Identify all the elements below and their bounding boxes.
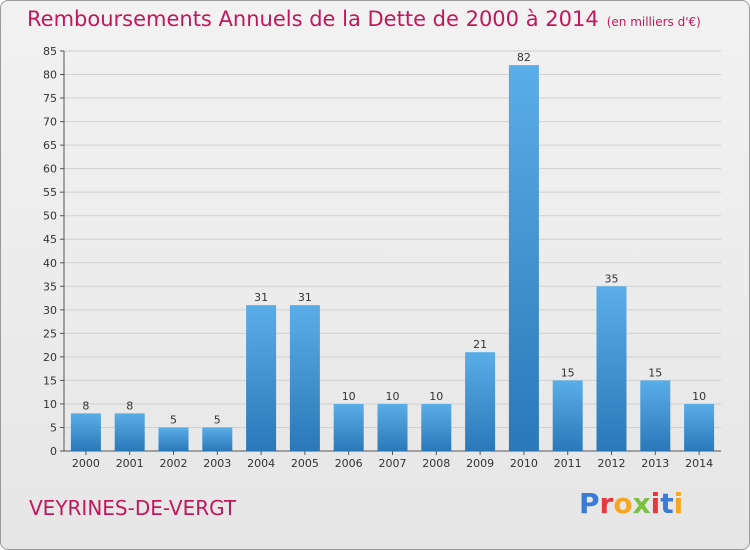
y-tick-label: 45 (43, 233, 57, 246)
y-tick-label: 15 (43, 374, 57, 387)
x-tick-label-2011: 2011 (554, 457, 582, 470)
x-tick-label-2005: 2005 (291, 457, 319, 470)
x-tick-label-2010: 2010 (510, 457, 538, 470)
y-tick-label: 65 (43, 139, 57, 152)
bar-value-label-2009: 21 (473, 338, 487, 351)
chart-title-text: Remboursements Annuels de la Dette de 20… (27, 7, 599, 31)
x-tick-label-2014: 2014 (685, 457, 713, 470)
brand-letter: i (650, 487, 661, 520)
bar-2001 (114, 413, 145, 451)
y-tick-label: 75 (43, 92, 57, 105)
bar-2005 (289, 305, 320, 451)
bar-2012 (596, 286, 627, 451)
brand-letter: P (579, 487, 600, 520)
x-tick-label-2003: 2003 (203, 457, 231, 470)
y-tick-label: 55 (43, 186, 57, 199)
bar-2011 (552, 380, 583, 451)
y-tick-label: 85 (43, 45, 57, 58)
x-tick-label-2002: 2002 (160, 457, 188, 470)
y-tick-label: 50 (43, 210, 57, 223)
y-tick-label: 35 (43, 280, 57, 293)
x-tick-label-2013: 2013 (641, 457, 669, 470)
bar-value-label-2003: 5 (214, 413, 221, 426)
bar-value-label-2011: 15 (561, 366, 575, 379)
bar-2013 (640, 380, 671, 451)
y-tick-label: 70 (43, 116, 57, 129)
commune-name: VEYRINES-DE-VERGT (29, 496, 237, 520)
bar-value-label-2005: 31 (298, 291, 312, 304)
bar-value-label-2001: 8 (126, 399, 133, 412)
bar-2006 (333, 403, 364, 451)
bar-2000 (70, 413, 101, 451)
bar-value-label-2002: 5 (170, 413, 177, 426)
brand-letter: i (673, 487, 684, 520)
x-tick-label-2012: 2012 (598, 457, 626, 470)
x-tick-label-2007: 2007 (379, 457, 407, 470)
bar-value-label-2014: 10 (692, 390, 706, 403)
x-tick-label-2004: 2004 (247, 457, 275, 470)
x-tick-label-2008: 2008 (422, 457, 450, 470)
y-tick-label: 5 (50, 421, 57, 434)
brand-letter: t (660, 487, 674, 520)
y-tick-label: 10 (43, 398, 57, 411)
bar-2003 (202, 427, 233, 451)
y-tick-label: 20 (43, 351, 57, 364)
brand-letter: x (632, 487, 651, 520)
bar-value-label-2012: 35 (605, 272, 619, 285)
y-tick-label: 40 (43, 257, 57, 270)
brand-logo: Proxiti (579, 487, 683, 520)
bar-value-label-2006: 10 (342, 390, 356, 403)
labels: 0510152025303540455055606570758085820008… (43, 45, 713, 470)
bar-2014 (684, 403, 715, 451)
brand-letter: o (613, 487, 633, 520)
chart-title: Remboursements Annuels de la Dette de 20… (27, 7, 701, 31)
y-tick-label: 80 (43, 69, 57, 82)
bar-2002 (158, 427, 189, 451)
bar-2007 (377, 403, 408, 451)
bar-2008 (421, 403, 452, 451)
x-tick-label-2000: 2000 (72, 457, 100, 470)
y-tick-label: 60 (43, 163, 57, 176)
bar-2010 (508, 65, 539, 451)
bar-value-label-2004: 31 (254, 291, 268, 304)
bar-value-label-2013: 15 (648, 366, 662, 379)
y-tick-label: 30 (43, 304, 57, 317)
chart-subtitle: (en milliers d'€) (606, 15, 701, 29)
y-tick-label: 0 (50, 445, 57, 458)
bars (70, 65, 715, 451)
x-tick-label-2009: 2009 (466, 457, 494, 470)
bar-value-label-2007: 10 (386, 390, 400, 403)
brand-letter: r (599, 487, 614, 520)
bar-value-label-2000: 8 (82, 399, 89, 412)
bar-2004 (246, 305, 277, 451)
x-tick-label-2001: 2001 (116, 457, 144, 470)
bar-value-label-2010: 82 (517, 51, 531, 64)
bar-2009 (465, 352, 496, 451)
x-tick-label-2006: 2006 (335, 457, 363, 470)
bar-value-label-2008: 10 (429, 390, 443, 403)
y-tick-label: 25 (43, 327, 57, 340)
